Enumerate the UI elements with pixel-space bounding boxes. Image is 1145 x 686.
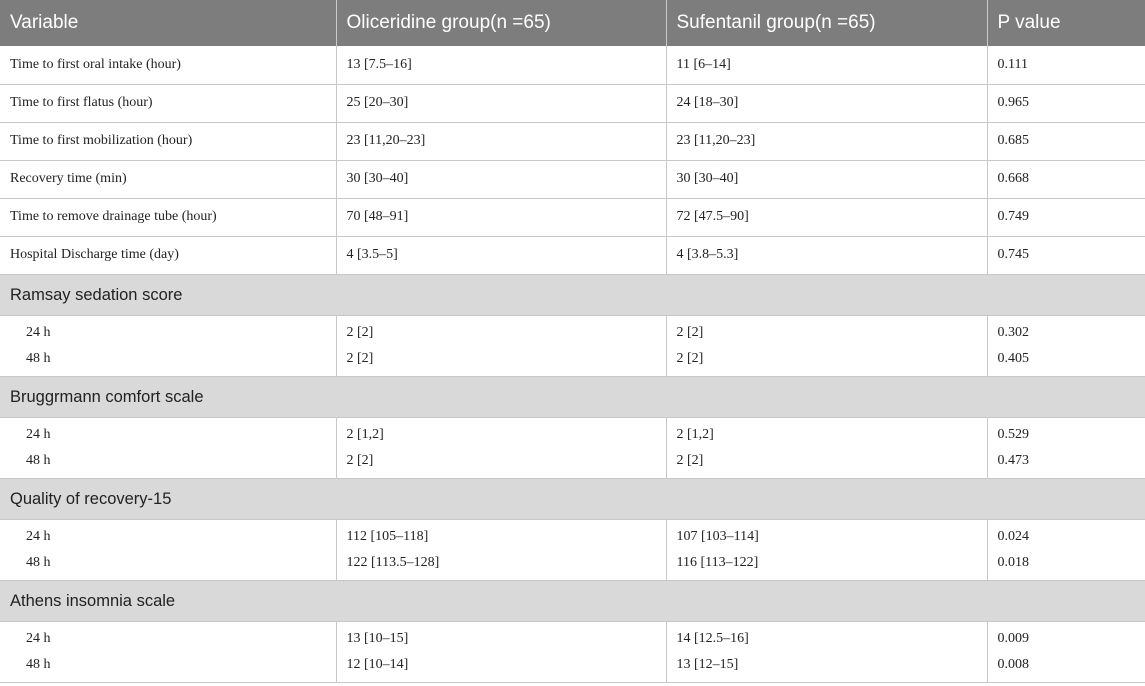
oliceridine-value: 12 [10–14] <box>346 656 409 672</box>
oliceridine-cell: 13 [7.5–16] <box>335 46 666 85</box>
sufentanil-value: 14 [12.5–16] <box>676 630 749 646</box>
table-row: Time to first oral intake (hour) 13 [7.5… <box>0 46 1145 85</box>
p-value-cell: 0.745 <box>986 236 1145 275</box>
sufentanil-value: 13 [12–15] <box>676 656 739 672</box>
time-cell: 24 h 48 h <box>0 519 336 581</box>
p-value-cell: 0.302 0.405 <box>986 315 1145 377</box>
oliceridine-cell: 2 [2] 2 [2] <box>335 315 666 377</box>
sufentanil-value: 2 [2] <box>676 350 704 366</box>
p-value: 0.473 <box>997 452 1030 468</box>
p-value-cell: 0.749 <box>986 198 1145 237</box>
time-cell: 24 h 48 h <box>0 315 336 377</box>
section-header-row: Ramsay sedation score <box>0 274 1145 316</box>
table-row: 24 h 48 h 13 [10–15] 12 [10–14] 14 [12.5… <box>0 621 1145 683</box>
oliceridine-cell: 30 [30–40] <box>335 160 666 199</box>
p-value-cell: 0.529 0.473 <box>986 417 1145 479</box>
oliceridine-value: 2 [2] <box>346 350 374 366</box>
oliceridine-value: 2 [2] <box>346 324 374 340</box>
header-sufentanil-group: Sufentanil group(n =65) <box>665 0 987 46</box>
time-label: 24 h <box>26 528 51 544</box>
section-title: Quality of recovery-15 <box>0 478 1145 520</box>
variable-cell: Time to first flatus (hour) <box>0 84 336 123</box>
oliceridine-value: 122 [113.5–128] <box>346 554 440 570</box>
oliceridine-cell: 2 [1,2] 2 [2] <box>335 417 666 479</box>
sufentanil-cell: 2 [1,2] 2 [2] <box>665 417 987 479</box>
p-value: 0.405 <box>997 350 1030 366</box>
p-value: 0.302 <box>997 324 1030 340</box>
table-row: Hospital Discharge time (day) 4 [3.5–5] … <box>0 236 1145 275</box>
table-row: Time to first flatus (hour) 25 [20–30] 2… <box>0 84 1145 123</box>
section-header-row: Bruggrmann comfort scale <box>0 376 1145 418</box>
sufentanil-cell: 2 [2] 2 [2] <box>665 315 987 377</box>
p-value-cell: 0.668 <box>986 160 1145 199</box>
p-value: 0.008 <box>997 656 1030 672</box>
table-row: 24 h 48 h 112 [105–118] 122 [113.5–128] … <box>0 519 1145 581</box>
time-cell: 24 h 48 h <box>0 621 336 683</box>
table-header: Variable Oliceridine group(n =65) Sufent… <box>0 0 1145 46</box>
sufentanil-value: 107 [103–114] <box>676 528 759 544</box>
p-value-cell: 0.009 0.008 <box>986 621 1145 683</box>
table-row: Time to remove drainage tube (hour) 70 [… <box>0 198 1145 237</box>
header-oliceridine-group: Oliceridine group(n =65) <box>335 0 666 46</box>
oliceridine-value: 2 [1,2] <box>346 426 384 442</box>
variable-cell: Time to remove drainage tube (hour) <box>0 198 336 237</box>
p-value-cell: 0.111 <box>986 46 1145 85</box>
p-value: 0.529 <box>997 426 1030 442</box>
header-row: Variable Oliceridine group(n =65) Sufent… <box>0 0 1145 46</box>
time-label: 24 h <box>26 630 51 646</box>
p-value: 0.018 <box>997 554 1030 570</box>
variable-cell: Time to first oral intake (hour) <box>0 46 336 85</box>
time-label: 24 h <box>26 324 51 340</box>
sufentanil-cell: 72 [47.5–90] <box>665 198 987 237</box>
variable-cell: Recovery time (min) <box>0 160 336 199</box>
section-header-row: Athens insomnia scale <box>0 580 1145 622</box>
time-label: 48 h <box>26 554 51 570</box>
time-label: 48 h <box>26 350 51 366</box>
p-value-cell: 0.685 <box>986 122 1145 161</box>
table-body: Time to first oral intake (hour) 13 [7.5… <box>0 46 1145 683</box>
sufentanil-cell: 11 [6–14] <box>665 46 987 85</box>
table-row: Recovery time (min) 30 [30–40] 30 [30–40… <box>0 160 1145 199</box>
oliceridine-value: 2 [2] <box>346 452 374 468</box>
table-row: Time to first mobilization (hour) 23 [11… <box>0 122 1145 161</box>
time-label: 24 h <box>26 426 51 442</box>
sufentanil-value: 2 [2] <box>676 452 704 468</box>
oliceridine-value: 112 [105–118] <box>346 528 429 544</box>
oliceridine-cell: 112 [105–118] 122 [113.5–128] <box>335 519 666 581</box>
time-label: 48 h <box>26 452 51 468</box>
sufentanil-value: 2 [2] <box>676 324 704 340</box>
sufentanil-cell: 4 [3.8–5.3] <box>665 236 987 275</box>
oliceridine-cell: 25 [20–30] <box>335 84 666 123</box>
time-cell: 24 h 48 h <box>0 417 336 479</box>
sufentanil-cell: 23 [11,20–23] <box>665 122 987 161</box>
time-label: 48 h <box>26 656 51 672</box>
variable-cell: Hospital Discharge time (day) <box>0 236 336 275</box>
p-value: 0.009 <box>997 630 1030 646</box>
section-title: Ramsay sedation score <box>0 274 1145 316</box>
oliceridine-cell: 70 [48–91] <box>335 198 666 237</box>
p-value-cell: 0.965 <box>986 84 1145 123</box>
sufentanil-cell: 107 [103–114] 116 [113–122] <box>665 519 987 581</box>
header-p-value: P value <box>986 0 1145 46</box>
section-title: Bruggrmann comfort scale <box>0 376 1145 418</box>
sufentanil-cell: 24 [18–30] <box>665 84 987 123</box>
section-header-row: Quality of recovery-15 <box>0 478 1145 520</box>
variable-cell: Time to first mobilization (hour) <box>0 122 336 161</box>
p-value: 0.024 <box>997 528 1030 544</box>
p-value-cell: 0.024 0.018 <box>986 519 1145 581</box>
oliceridine-value: 13 [10–15] <box>346 630 409 646</box>
oliceridine-cell: 23 [11,20–23] <box>335 122 666 161</box>
sufentanil-cell: 30 [30–40] <box>665 160 987 199</box>
table-row: 24 h 48 h 2 [2] 2 [2] 2 [2] 2 [2] 0.302 … <box>0 315 1145 377</box>
header-variable: Variable <box>0 0 336 46</box>
sufentanil-cell: 14 [12.5–16] 13 [12–15] <box>665 621 987 683</box>
sufentanil-value: 2 [1,2] <box>676 426 714 442</box>
sufentanil-value: 116 [113–122] <box>676 554 759 570</box>
oliceridine-cell: 4 [3.5–5] <box>335 236 666 275</box>
oliceridine-cell: 13 [10–15] 12 [10–14] <box>335 621 666 683</box>
table-row: 24 h 48 h 2 [1,2] 2 [2] 2 [1,2] 2 [2] 0.… <box>0 417 1145 479</box>
section-title: Athens insomnia scale <box>0 580 1145 622</box>
